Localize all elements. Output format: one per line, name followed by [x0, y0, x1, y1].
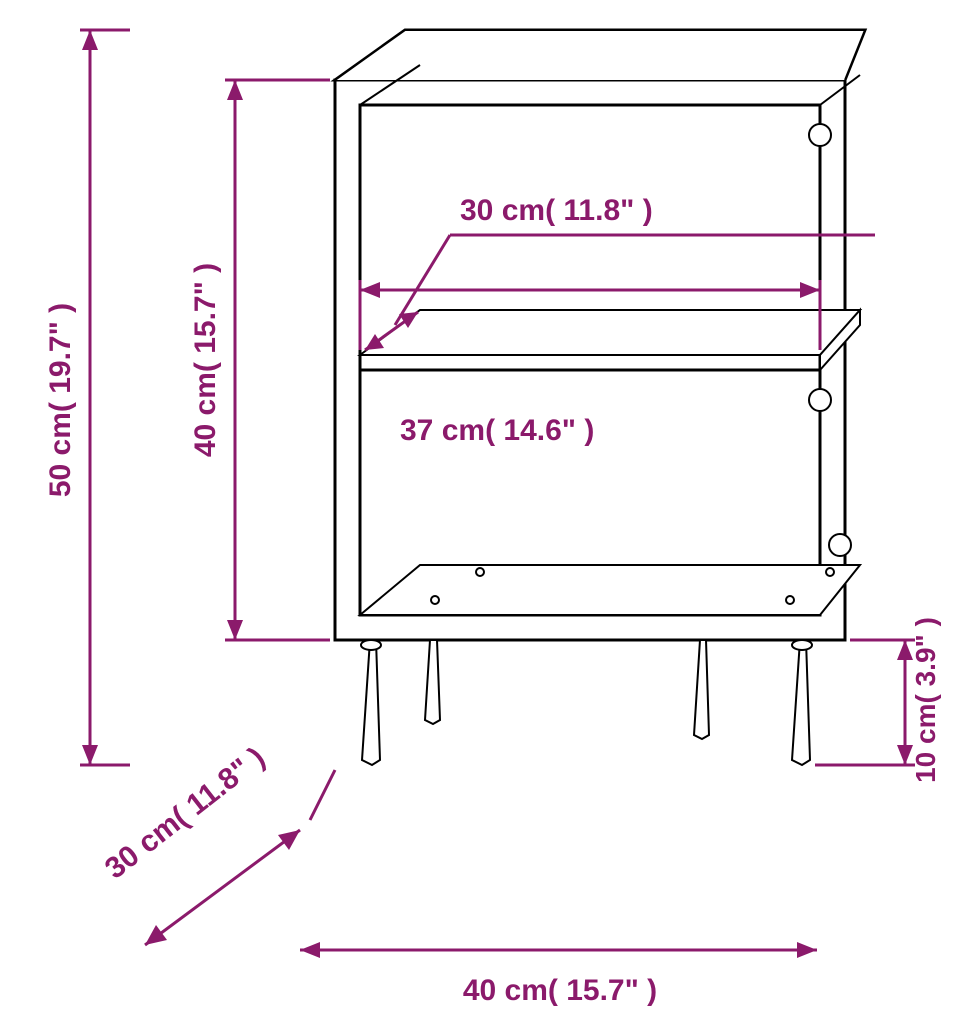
cable-hole-mid — [809, 389, 831, 411]
dim-shelf-depth-in: ( 11.8" ) — [545, 194, 653, 227]
cable-hole-bottom — [829, 534, 851, 556]
cable-hole-top — [809, 124, 831, 146]
dim-cabinet-height: 40 cm( 15.7" ) — [189, 80, 330, 640]
svg-text:30 cm( 11.8" ): 30 cm( 11.8" ) — [99, 741, 271, 886]
dim-leg-height-in: ( 3.9" ) — [910, 617, 941, 703]
dim-depth-in: ( 11.8" ) — [166, 741, 271, 833]
dim-shelf-width-in: ( 14.6" ) — [485, 414, 594, 447]
dim-leg-height: 10 cm( 3.9" ) — [815, 617, 941, 783]
dim-total-height-in: ( 19.7" ) — [44, 303, 77, 412]
svg-text:30 cm( 11.8" ): 30 cm( 11.8" ) — [460, 194, 653, 227]
svg-text:40 cm( 15.7" ): 40 cm( 15.7" ) — [189, 263, 222, 457]
dimension-diagram: 50 cm( 19.7" ) 40 cm( 15.7" ) 30 cm( 11.… — [0, 0, 958, 1020]
svg-text:40 cm( 15.7" ): 40 cm( 15.7" ) — [463, 974, 657, 1007]
dim-total-height-cm: 50 cm — [44, 412, 77, 497]
dim-shelf-depth-cm: 30 cm — [460, 194, 545, 227]
svg-text:10 cm( 3.9" ): 10 cm( 3.9" ) — [910, 617, 941, 783]
dim-cabinet-height-in: ( 15.7" ) — [189, 263, 222, 372]
dim-width: 40 cm( 15.7" ) — [145, 765, 845, 1007]
cabinet-inner-frame — [360, 105, 820, 615]
cabinet — [335, 30, 865, 765]
dim-shelf-width-cm: 37 cm — [400, 414, 485, 447]
dim-width-in: ( 15.7" ) — [548, 974, 657, 1007]
dim-width-cm: 40 cm — [463, 974, 548, 1007]
dim-total-height: 50 cm( 19.7" ) — [44, 30, 130, 765]
dim-depth-cm: 30 cm — [99, 807, 186, 885]
dim-leg-height-cm: 10 cm — [910, 704, 941, 783]
svg-text:50 cm( 19.7" ): 50 cm( 19.7" ) — [44, 303, 77, 497]
legs — [361, 640, 812, 765]
dim-cabinet-height-cm: 40 cm — [189, 372, 222, 457]
svg-text:37 cm( 14.6" ): 37 cm( 14.6" ) — [400, 414, 594, 447]
bottom-floor — [360, 565, 860, 615]
